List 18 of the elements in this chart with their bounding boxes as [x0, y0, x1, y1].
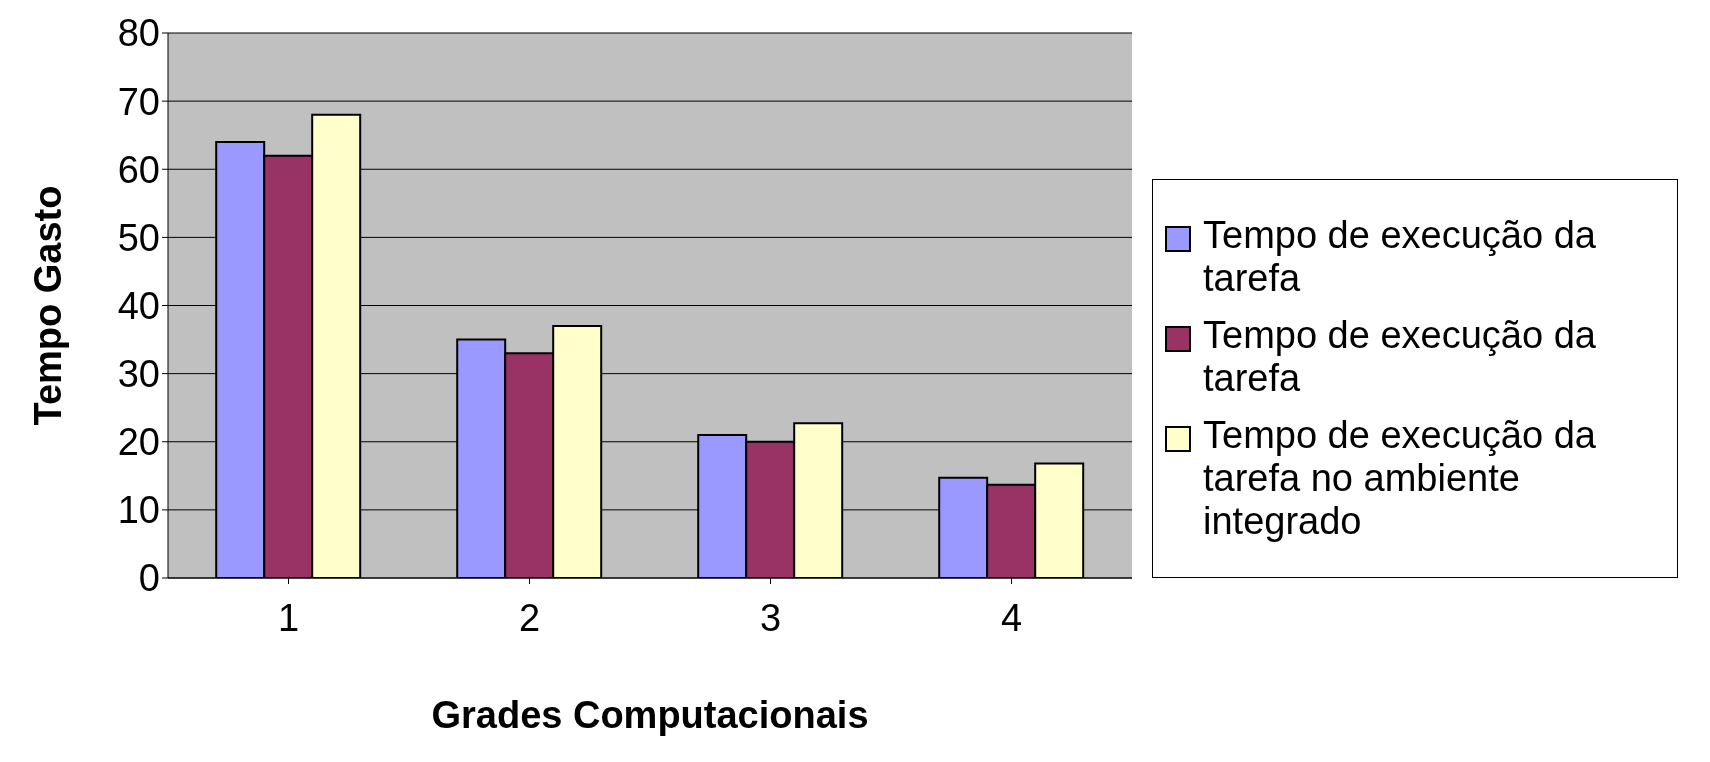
x-axis-title: Grades Computacionais	[431, 694, 869, 736]
x-tick-label: 2	[518, 596, 541, 639]
y-tick-label: 10	[117, 489, 160, 532]
legend-label: Tempo de execução da tarefa	[1203, 313, 1597, 400]
y-tick-label: 80	[117, 12, 160, 55]
x-tick-label: 3	[759, 596, 782, 639]
y-axis-title: Tempo Gasto	[27, 185, 70, 426]
legend-label: Tempo de execução da tarefa	[1203, 213, 1597, 300]
y-tick-label: 0	[138, 557, 160, 600]
x-tick-label: 4	[1000, 596, 1023, 639]
y-tick-label: 70	[117, 80, 160, 123]
legend-label: Tempo de execução da tarefa no ambiente integrado	[1203, 413, 1597, 543]
y-tick-label: 40	[117, 284, 160, 327]
y-tick-label: 30	[117, 353, 160, 396]
y-tick-label: 20	[117, 421, 160, 464]
y-tick-label: 60	[117, 148, 160, 191]
x-tick-label: 1	[277, 596, 300, 639]
y-tick-label: 50	[117, 216, 160, 259]
